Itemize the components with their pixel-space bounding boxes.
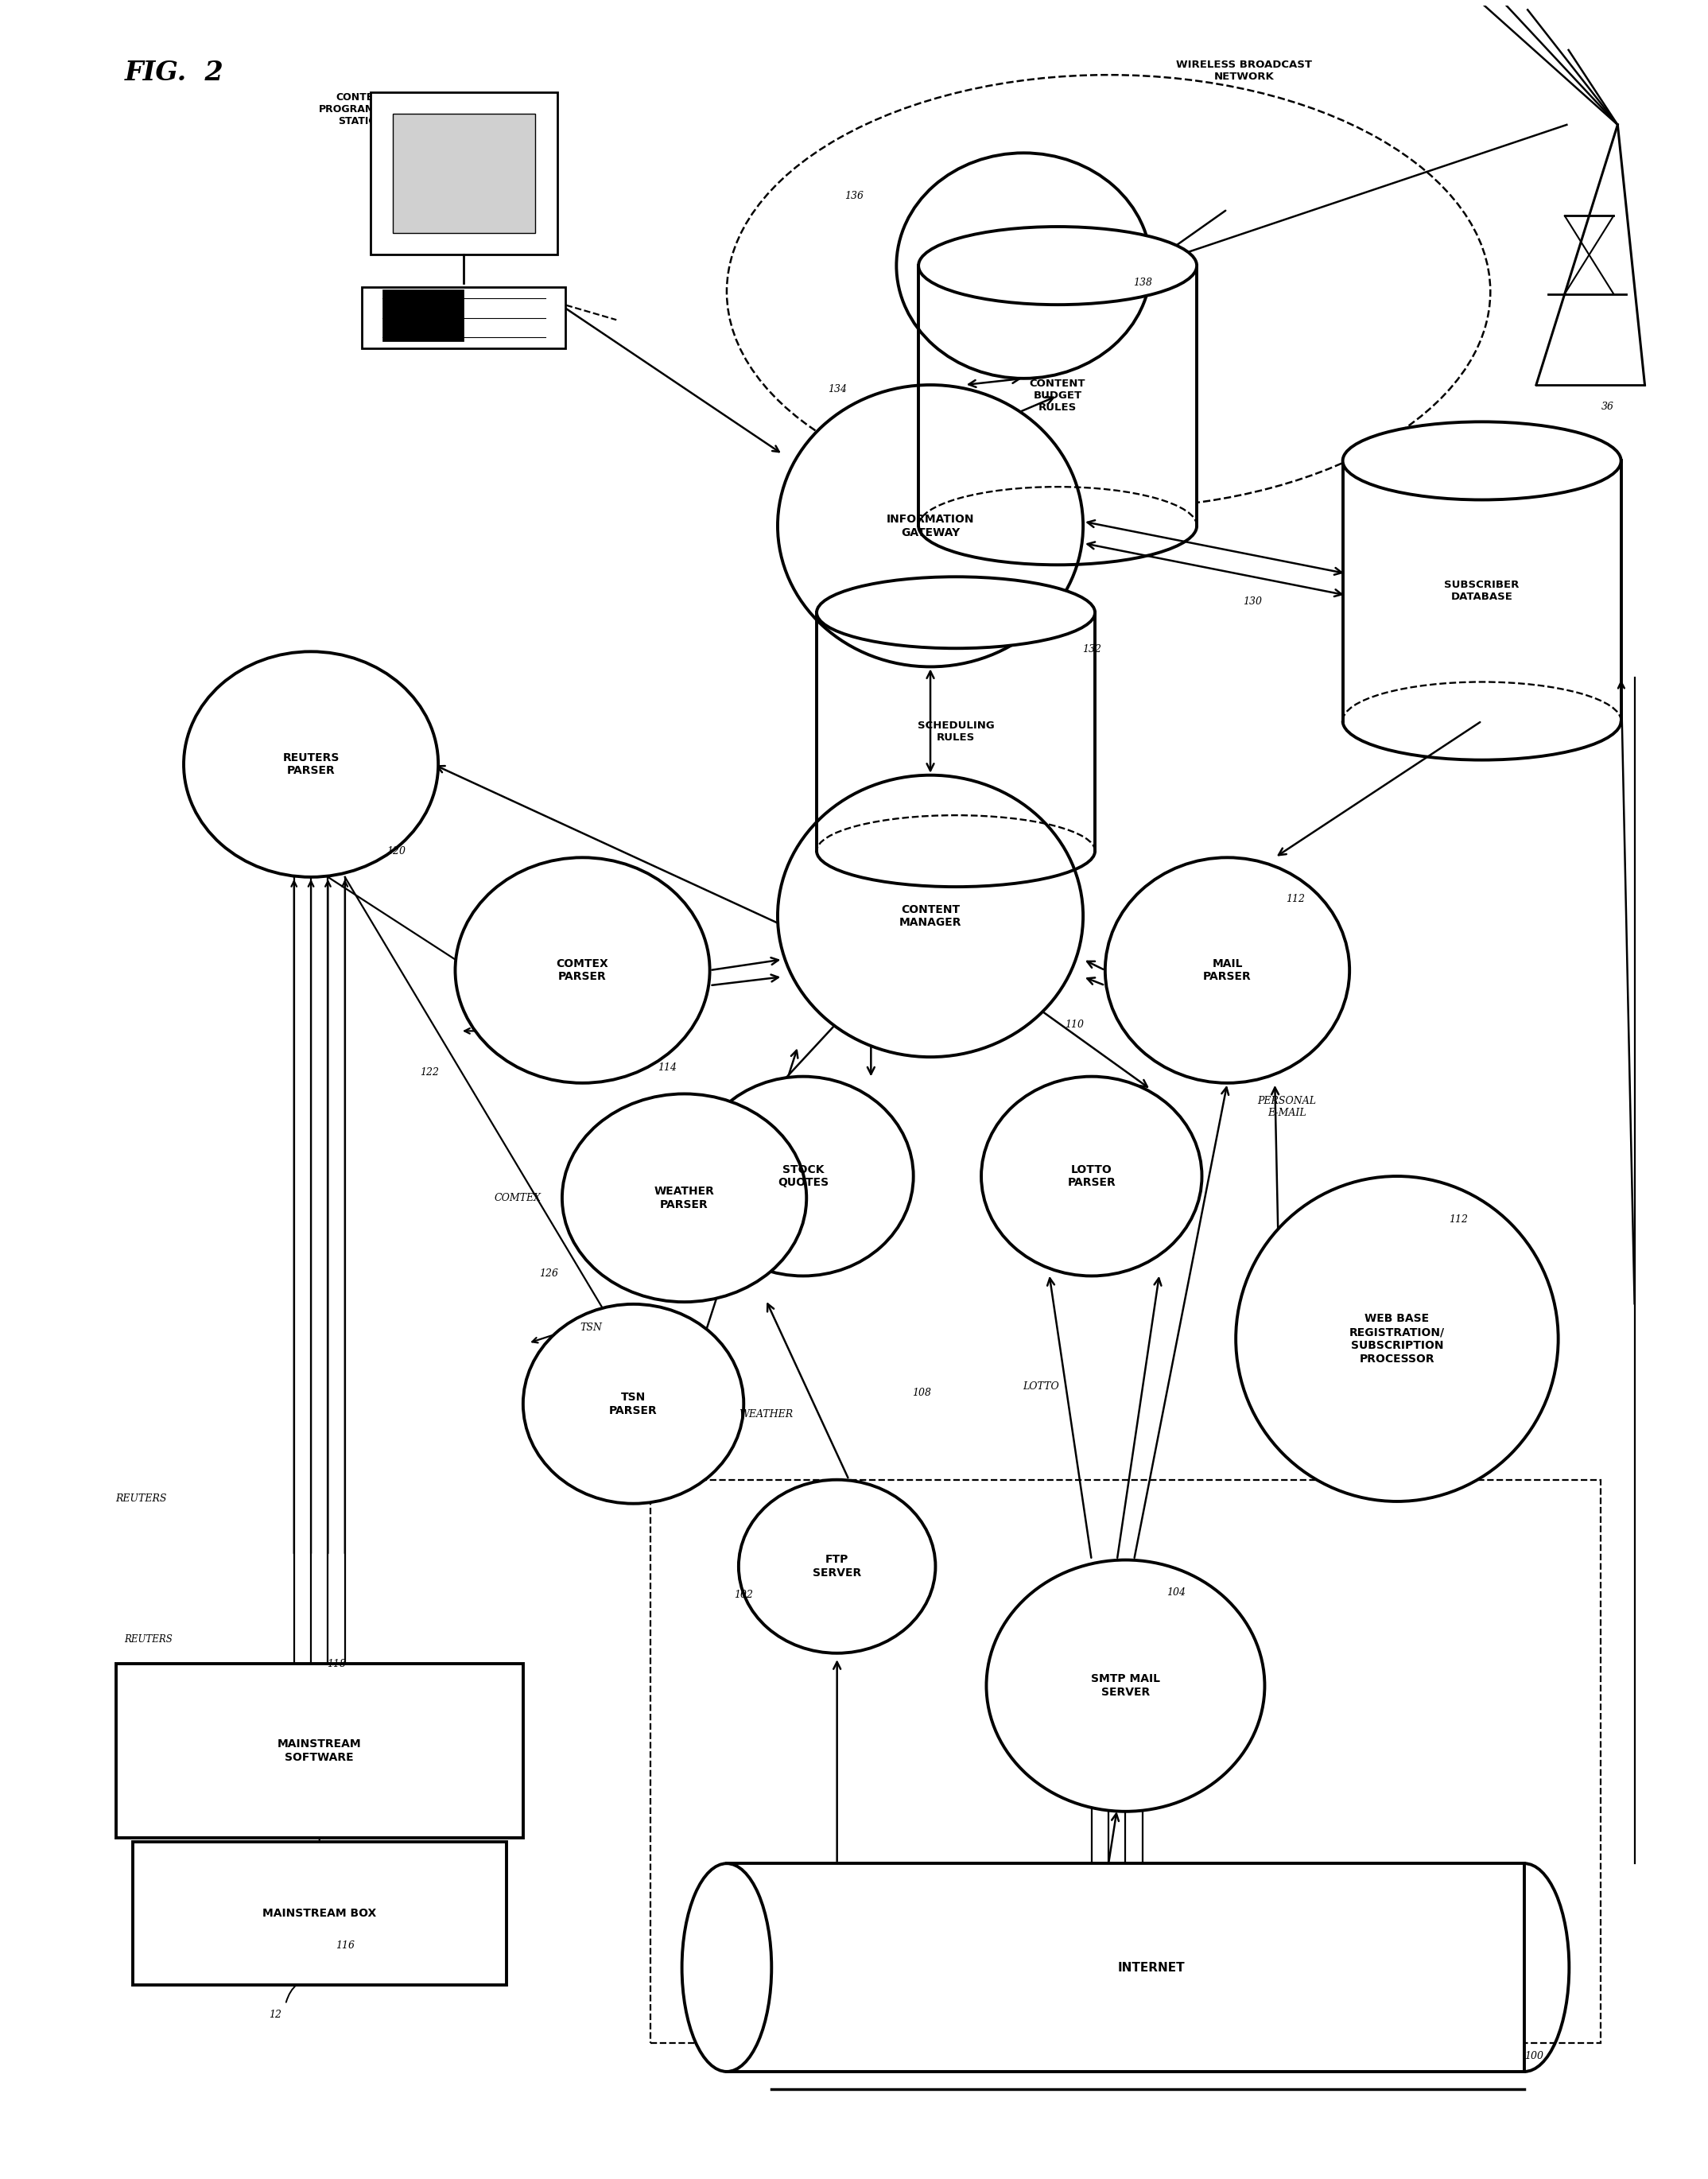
Text: 12: 12 [268,2009,282,2020]
Text: 136: 136 [844,192,864,200]
Text: LOTTO: LOTTO [1023,1381,1059,1392]
Text: 138: 138 [1132,279,1151,288]
Text: 120: 120 [386,845,405,856]
Bar [726,1863,1524,2072]
Ellipse shape [523,1303,743,1504]
Ellipse shape [986,1560,1264,1811]
Text: 116: 116 [335,1941,355,1950]
Text: 122: 122 [420,1068,439,1076]
Bar [362,288,565,349]
Text: 112: 112 [1286,893,1305,904]
Bar [371,92,557,255]
Text: FTP
SERVER: FTP SERVER [813,1554,861,1578]
Text: 108: 108 [912,1388,931,1399]
Bar [133,1841,506,1985]
Ellipse shape [1105,859,1349,1083]
Text: WEB BASE
REGISTRATION/
SUBSCRIPTION
PROCESSOR: WEB BASE REGISTRATION/ SUBSCRIPTION PROC… [1349,1314,1445,1364]
Text: 104: 104 [1167,1586,1185,1597]
Text: TSN: TSN [579,1323,603,1334]
Text: TSN
PARSER: TSN PARSER [610,1392,658,1416]
Bar [116,1665,523,1837]
Text: WEATHER
PARSER: WEATHER PARSER [654,1185,714,1209]
Text: COMTEX: COMTEX [495,1192,541,1203]
Text: 114: 114 [658,1063,676,1072]
Text: INTERNET: INTERNET [1117,1961,1185,1974]
Text: SMTP MAIL
SERVER: SMTP MAIL SERVER [1091,1673,1160,1697]
Text: SUBSCRIBER
DATABASE: SUBSCRIBER DATABASE [1445,580,1520,601]
Text: CONTENT
BUDGET
RULES: CONTENT BUDGET RULES [1030,379,1086,412]
Bar [1342,460,1621,721]
Text: REUTERS
PARSER: REUTERS PARSER [282,752,340,776]
Text: 100: 100 [1524,2050,1544,2061]
Ellipse shape [982,1076,1202,1277]
Bar [393,113,535,233]
Ellipse shape [1237,1177,1558,1501]
Text: STOCK
QUOTES: STOCK QUOTES [777,1164,828,1188]
Bar [383,290,463,342]
Text: 36: 36 [1600,401,1614,412]
Ellipse shape [816,577,1095,649]
Text: 110: 110 [1066,1020,1085,1031]
Text: WIRELESS BROADCAST
NETWORK: WIRELESS BROADCAST NETWORK [1177,59,1312,83]
Text: 118: 118 [326,1658,347,1669]
Ellipse shape [681,1863,772,2072]
Ellipse shape [897,153,1151,379]
Text: REUTERS: REUTERS [116,1493,167,1504]
Ellipse shape [777,776,1083,1057]
Text: MAIL
PARSER: MAIL PARSER [1202,959,1252,983]
Text: PERSONAL
E-MAIL: PERSONAL E-MAIL [1257,1096,1317,1118]
Text: LOTTO
PARSER: LOTTO PARSER [1068,1164,1115,1188]
Ellipse shape [184,652,439,876]
Text: 126: 126 [540,1268,559,1279]
Text: REUTERS: REUTERS [125,1634,173,1645]
Text: COMTEX
PARSER: COMTEX PARSER [557,959,608,983]
Text: WEATHER: WEATHER [738,1410,793,1421]
Ellipse shape [456,859,711,1083]
Text: INFORMATION
GATEWAY: INFORMATION GATEWAY [886,514,974,538]
Text: WIRELESS
GATEWAY: WIRELESS GATEWAY [992,253,1056,279]
Text: MAINSTREAM BOX: MAINSTREAM BOX [263,1909,376,1920]
Text: 112: 112 [1448,1214,1467,1225]
Text: FIG.  2: FIG. 2 [125,59,224,85]
Ellipse shape [693,1076,914,1277]
Bar [816,612,1095,852]
Text: SCHEDULING
RULES: SCHEDULING RULES [917,721,994,743]
Text: 134: 134 [827,384,847,394]
Text: MAINSTREAM
SOFTWARE: MAINSTREAM SOFTWARE [277,1739,362,1763]
Ellipse shape [562,1094,806,1303]
Bar [651,1480,1600,2044]
Text: 130: 130 [1243,597,1262,608]
Ellipse shape [1342,423,1621,499]
Ellipse shape [738,1480,936,1654]
Text: CONTENT
PROGRAMMING
STATION: CONTENT PROGRAMMING STATION [319,92,405,126]
Text: 102: 102 [734,1588,753,1599]
Bar [919,266,1197,525]
Text: CONTENT
MANAGER: CONTENT MANAGER [898,904,962,928]
Ellipse shape [777,386,1083,667]
Text: 132: 132 [1083,645,1102,654]
Ellipse shape [919,227,1197,305]
